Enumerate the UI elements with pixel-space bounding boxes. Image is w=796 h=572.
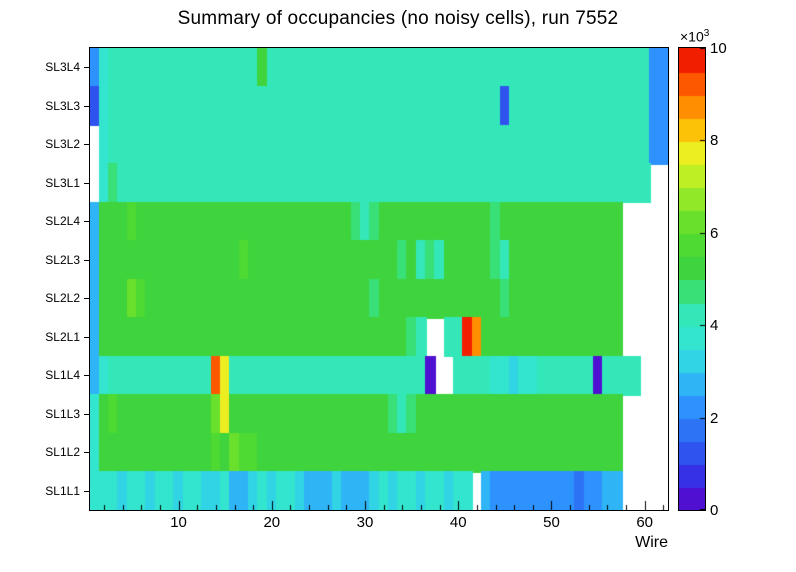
y-axis-tick: [84, 67, 90, 68]
y-axis-tick: [84, 221, 90, 222]
colorbar-tick-label: 8: [710, 132, 719, 150]
y-axis-tick: [84, 144, 90, 145]
y-axis-label: SL3L2: [45, 137, 80, 152]
y-axis-tick: [84, 375, 90, 376]
y-axis-tick: [84, 337, 90, 338]
colorbar-tick-label: 0: [710, 502, 719, 519]
y-axis-label: SL1L3: [45, 406, 80, 421]
chart-title: Summary of occupancies (no noisy cells),…: [177, 8, 619, 29]
heatmap-canvas: [90, 48, 668, 510]
colorbar-exponent-base: ×10: [680, 28, 704, 45]
y-axis-label: SL2L3: [45, 252, 80, 267]
y-axis-label: SL1L4: [45, 368, 80, 383]
x-axis-tick-label: 60: [636, 514, 654, 531]
y-axis-label: SL2L4: [45, 214, 80, 229]
y-axis-tick: [84, 491, 90, 492]
y-axis-label: SL2L2: [45, 291, 80, 306]
x-axis-title: Wire: [635, 534, 668, 551]
x-axis-tick-label: 20: [263, 514, 281, 531]
y-axis-label: SL1L2: [45, 445, 80, 460]
y-axis-label: SL3L1: [45, 175, 80, 190]
y-axis-tick: [84, 183, 90, 184]
x-axis-tick-label: 30: [356, 514, 374, 531]
colorbar-exponent-label: ×103: [680, 28, 709, 45]
y-axis-label: SL2L1: [45, 329, 80, 344]
colorbar-tick-label: 2: [710, 409, 719, 427]
x-axis-tick-label: 50: [543, 514, 560, 531]
y-axis-label: SL3L3: [45, 98, 80, 113]
y-axis-label: SL1L1: [45, 483, 80, 498]
colorbar: [678, 47, 706, 511]
colorbar-tick-label: 4: [710, 317, 719, 335]
x-axis-tick-label: 40: [449, 514, 467, 531]
x-axis-tick-label: 10: [170, 514, 187, 531]
y-axis-tick: [84, 260, 90, 261]
y-axis-tick: [84, 298, 90, 299]
y-axis-tick: [84, 452, 90, 453]
y-axis-tick: [84, 414, 90, 415]
y-axis-label: SL3L4: [45, 60, 80, 75]
colorbar-exponent-sup: 3: [703, 28, 710, 39]
colorbar-tick-label: 10: [710, 40, 727, 57]
plot-frame: [89, 47, 669, 511]
colorbar-tick-label: 6: [710, 224, 719, 242]
y-axis-tick: [84, 106, 90, 107]
